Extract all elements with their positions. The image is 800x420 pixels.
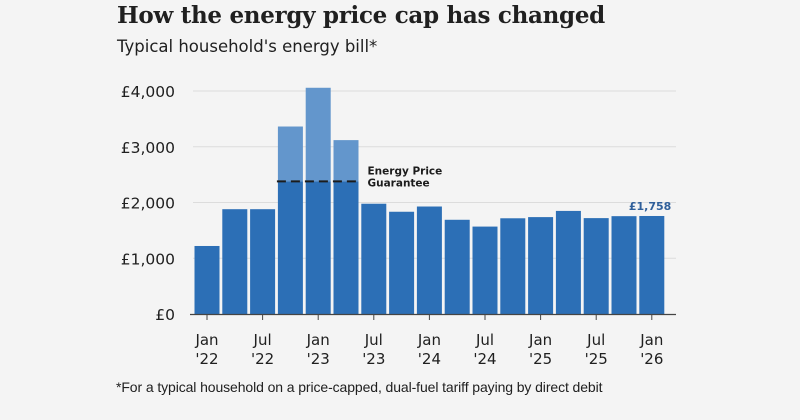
footnote: *For a typical household on a price-capp…: [116, 379, 603, 395]
y-axis-ticks: £0 £1,000 £2,000 £3,000 £4,000: [121, 83, 175, 324]
x-tick-label-year: '25: [585, 350, 608, 368]
bar: [194, 245, 220, 314]
x-tick-label-month: Jan: [528, 331, 552, 349]
chart-title: How the energy price cap has changed: [117, 2, 605, 29]
x-tick-label-month: Jan: [306, 331, 330, 349]
bar: [222, 209, 248, 314]
x-tick-label-month: Jul: [253, 331, 272, 349]
bar: [472, 226, 498, 314]
x-tick-label-year: '23: [307, 350, 330, 368]
x-tick-label-month: Jul: [586, 331, 605, 349]
y-tick-label: £0: [155, 306, 175, 324]
bar: [250, 209, 276, 314]
chart-subtitle: Typical household's energy bill*: [117, 37, 378, 56]
x-tick-label-year: '23: [362, 350, 385, 368]
end-value-label: £1,758: [629, 200, 671, 213]
x-tick-label-year: '25: [529, 350, 552, 368]
bar: [361, 203, 387, 314]
bar-above-guarantee: [305, 87, 331, 182]
bar: [555, 210, 581, 314]
x-tick-label-month: Jul: [475, 331, 494, 349]
bars: [194, 87, 665, 314]
bar: [583, 218, 609, 314]
x-tick-label-month: Jan: [417, 331, 441, 349]
x-tick-label-year: '24: [473, 350, 496, 368]
x-tick-label-year: '24: [418, 350, 441, 368]
x-axis-ticks: Jan'22Jul'22Jan'23Jul'23Jan'24Jul'24Jan'…: [194, 314, 663, 368]
bar: [444, 219, 470, 314]
bar: [277, 181, 303, 314]
bar: [639, 215, 665, 314]
guarantee-label-line-2: Guarantee: [368, 177, 430, 189]
x-tick-label-month: Jan: [194, 331, 218, 349]
x-tick-label-year: '22: [195, 350, 218, 368]
bar: [305, 181, 331, 314]
y-tick-label: £4,000: [121, 83, 175, 101]
bar-above-guarantee: [277, 126, 303, 182]
x-tick-label-year: '22: [251, 350, 274, 368]
bar: [500, 218, 526, 314]
bar: [389, 211, 415, 314]
bar: [416, 206, 442, 314]
y-tick-label: £3,000: [121, 139, 175, 157]
bar: [333, 181, 359, 314]
bar: [611, 216, 637, 314]
x-tick-label-year: '26: [640, 350, 663, 368]
x-tick-label-month: Jul: [364, 331, 383, 349]
bar: [528, 217, 554, 314]
y-tick-label: £1,000: [121, 250, 175, 268]
bar-above-guarantee: [333, 140, 359, 182]
x-tick-label-month: Jan: [639, 331, 663, 349]
guarantee-label-line-1: Energy Price: [368, 165, 443, 177]
y-tick-label: £2,000: [121, 195, 175, 213]
